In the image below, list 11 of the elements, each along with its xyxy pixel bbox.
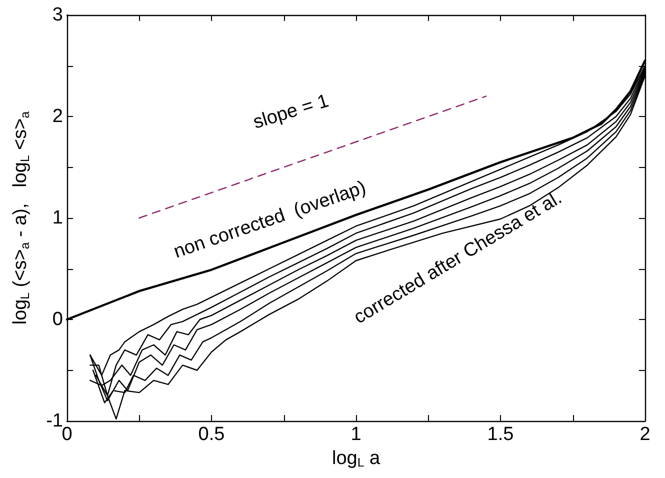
x-tick-label: 1.5 [487, 424, 514, 445]
x-tick-label: 0.5 [198, 424, 225, 445]
x-tick-label: 1 [350, 424, 362, 445]
y-tick-label: 2 [52, 106, 63, 127]
y-tick-label: 3 [52, 4, 63, 26]
y-axis-title: logL (<s>a - a), logL <s>a [10, 111, 32, 325]
y-tick-label: 0 [52, 309, 63, 330]
y-tick-label: -1 [46, 410, 63, 432]
x-tick-label: 2 [640, 424, 650, 445]
y-tick-label: 1 [52, 208, 63, 228]
annotation: slope = 1 [250, 90, 332, 134]
